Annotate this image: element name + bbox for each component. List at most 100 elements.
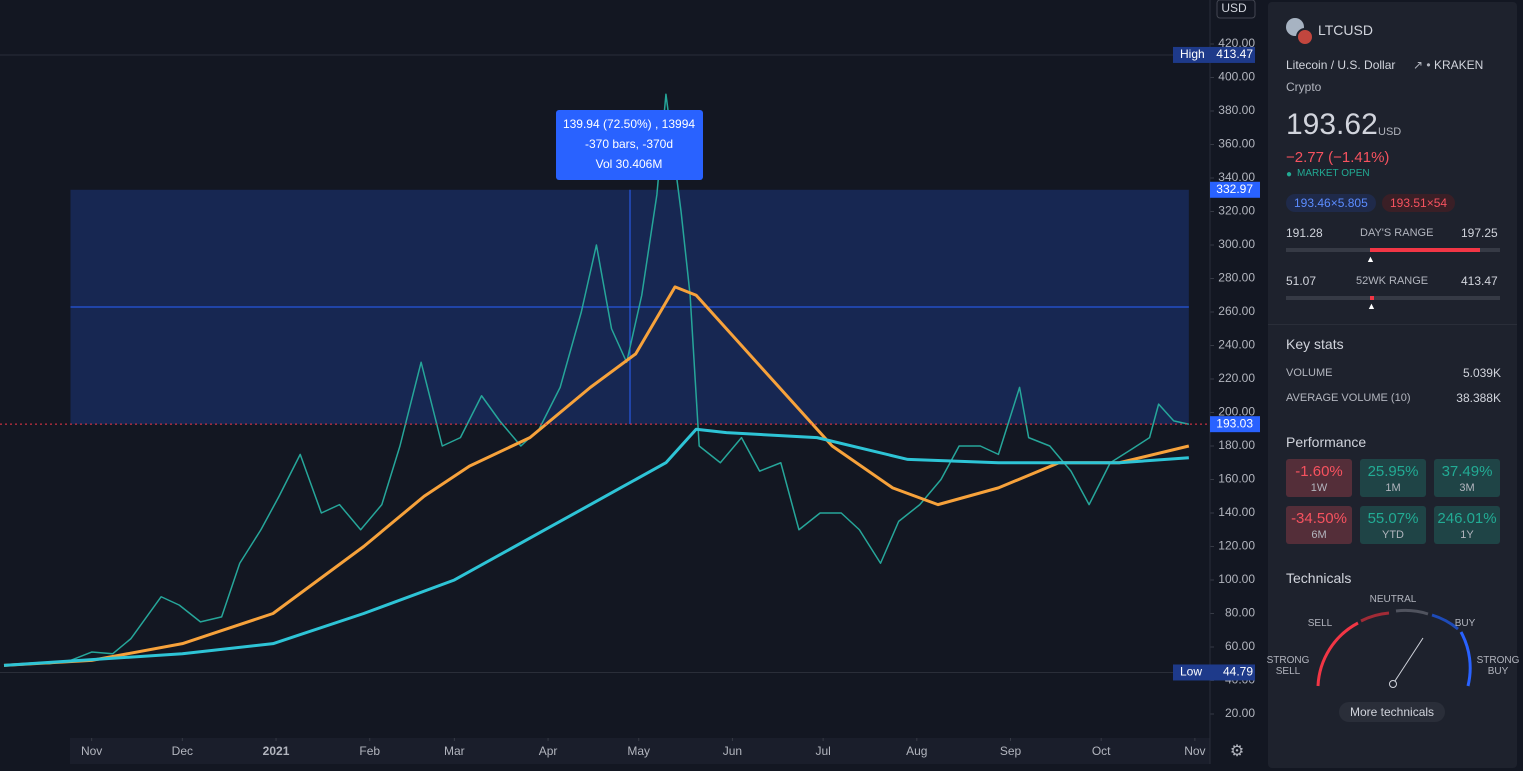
settings-icon[interactable]: ⚙ bbox=[1230, 743, 1244, 760]
performance-period: YTD bbox=[1382, 529, 1404, 541]
wk52-range-bar bbox=[1286, 296, 1500, 300]
days-high: 197.25 bbox=[1461, 226, 1498, 240]
gauge-pivot bbox=[1389, 680, 1397, 688]
y-tick-label: 280.00 bbox=[1218, 271, 1255, 285]
performance-period: 3M bbox=[1459, 482, 1475, 494]
x-tick-label: Aug bbox=[906, 744, 927, 758]
last-price-label: 193.03 bbox=[1216, 416, 1253, 430]
y-tick-label: 320.00 bbox=[1218, 204, 1255, 218]
x-tick-label: Nov bbox=[1184, 744, 1205, 758]
low-badge bbox=[1173, 664, 1255, 681]
y-tick-label: 180.00 bbox=[1218, 438, 1255, 452]
wk52-high: 413.47 bbox=[1461, 274, 1498, 288]
high-value: 413.47 bbox=[1216, 47, 1253, 61]
y-tick-label: 120.00 bbox=[1218, 539, 1255, 553]
gauge-sell bbox=[1360, 611, 1390, 623]
x-tick-label: Dec bbox=[172, 744, 193, 758]
gauge-label: STRONG bbox=[1476, 655, 1520, 666]
symbol-panel: LTCUSD Litecoin / U.S. Dollar ↗ • KRAKEN… bbox=[1266, 2, 1520, 768]
x-tick-label: Feb bbox=[359, 744, 380, 758]
currency-button[interactable] bbox=[1216, 0, 1256, 19]
gauge-label: STRONG bbox=[1266, 655, 1310, 666]
stat-label: AVERAGE VOLUME (10) bbox=[1286, 392, 1411, 404]
y-tick-label: 240.00 bbox=[1218, 338, 1255, 352]
currency[interactable]: USD bbox=[1221, 1, 1247, 15]
performance-period: 1Y bbox=[1460, 529, 1474, 541]
performance-period: 1M bbox=[1385, 482, 1401, 494]
high-label: High bbox=[1180, 47, 1205, 61]
ask: 193.51×54 bbox=[1382, 194, 1456, 212]
y-tick-label: 360.00 bbox=[1218, 137, 1255, 151]
category: Crypto bbox=[1286, 80, 1322, 94]
measure-top-badge bbox=[1210, 181, 1260, 198]
high-badge bbox=[1173, 46, 1255, 63]
days-range-marker: ▲ bbox=[1366, 254, 1375, 264]
gauge-label: BUY bbox=[1454, 618, 1476, 629]
x-tick-label: Sep bbox=[1000, 744, 1022, 758]
price-line bbox=[3, 427, 1189, 667]
wk52-range-fill bbox=[1370, 296, 1374, 300]
gauge-label: SELL bbox=[1307, 618, 1333, 629]
y-tick-label: 60.00 bbox=[1225, 639, 1255, 653]
technicals-title: Technicals bbox=[1286, 570, 1352, 586]
price: 193.62 bbox=[1286, 108, 1378, 141]
tooltip-line: 139.94 (72.50%) , 13994 bbox=[563, 117, 695, 131]
x-tick-label: Jun bbox=[723, 744, 742, 758]
x-tick-label: 2021 bbox=[263, 744, 290, 758]
price-change: −2.77 (−1.41%) bbox=[1286, 149, 1390, 166]
performance-value: 55.07% bbox=[1367, 510, 1419, 527]
y-tick-label: 200.00 bbox=[1218, 405, 1255, 419]
flag-icon bbox=[1296, 28, 1314, 46]
days-low: 191.28 bbox=[1286, 226, 1323, 240]
measure-tooltip bbox=[556, 110, 703, 180]
chart: USD ⚙ 20.0040.0060.0080.00100.00120.0014… bbox=[0, 0, 1260, 764]
more-technicals-button[interactable]: More technicals bbox=[1339, 702, 1446, 722]
wk52-low: 51.07 bbox=[1286, 274, 1317, 288]
low-label: Low bbox=[1180, 665, 1202, 679]
gauge-neutral bbox=[1395, 608, 1429, 616]
bid: 193.46×5.805 bbox=[1286, 194, 1376, 212]
low-value: 44.79 bbox=[1223, 665, 1253, 679]
gauge-label: BUY bbox=[1487, 666, 1509, 677]
wk52-range-label: 52WK RANGE bbox=[1356, 275, 1429, 287]
y-tick-label: 100.00 bbox=[1218, 572, 1255, 586]
performance-cell: 246.01% 1Y bbox=[1434, 506, 1500, 544]
performance-cell: 55.07% YTD bbox=[1360, 506, 1426, 544]
exchange: KRAKEN bbox=[1434, 58, 1484, 72]
symbol-name: Litecoin / U.S. Dollar bbox=[1286, 58, 1396, 72]
wk52-range-marker: ▲ bbox=[1367, 301, 1376, 311]
gauge-label: SELL bbox=[1275, 666, 1301, 677]
stat-value: 5.039K bbox=[1462, 366, 1501, 380]
divider bbox=[1268, 324, 1517, 325]
price-line bbox=[3, 93, 1190, 667]
last-price-badge bbox=[1210, 416, 1260, 433]
performance-value: 246.01% bbox=[1437, 510, 1497, 527]
performance-title: Performance bbox=[1286, 434, 1367, 450]
performance-cell: -1.60% 1W bbox=[1286, 459, 1352, 497]
symbol: LTCUSD bbox=[1318, 22, 1373, 38]
x-tick-label: Jul bbox=[815, 744, 830, 758]
y-tick-label: 340.00 bbox=[1218, 170, 1255, 184]
x-tick-label: Mar bbox=[444, 744, 465, 758]
x-tick-label: May bbox=[627, 744, 650, 758]
performance-cell: 25.95% 1M bbox=[1360, 459, 1426, 497]
y-tick-label: 220.00 bbox=[1218, 371, 1255, 385]
x-tick-label: Oct bbox=[1092, 744, 1111, 758]
gauge-strong-sell bbox=[1316, 621, 1359, 687]
gauge-strong-buy bbox=[1459, 631, 1472, 687]
x-tick-label: Apr bbox=[539, 744, 558, 758]
y-tick-label: 260.00 bbox=[1218, 304, 1255, 318]
performance-cell: -34.50% 6M bbox=[1286, 506, 1352, 544]
link-icon[interactable]: ↗ • bbox=[1413, 58, 1431, 72]
gauge-buy bbox=[1431, 613, 1459, 631]
stat-value: 38.388K bbox=[1456, 391, 1501, 405]
tooltip-line: -370 bars, -370d bbox=[585, 137, 673, 151]
y-tick-label: 380.00 bbox=[1218, 103, 1255, 117]
performance-value: 25.95% bbox=[1367, 463, 1419, 480]
market-status: MARKET OPEN bbox=[1297, 168, 1370, 179]
y-tick-label: 300.00 bbox=[1218, 237, 1255, 251]
key-stats-title: Key stats bbox=[1286, 336, 1344, 352]
performance-period: 1W bbox=[1310, 482, 1328, 494]
market-dot: ● bbox=[1286, 169, 1293, 180]
